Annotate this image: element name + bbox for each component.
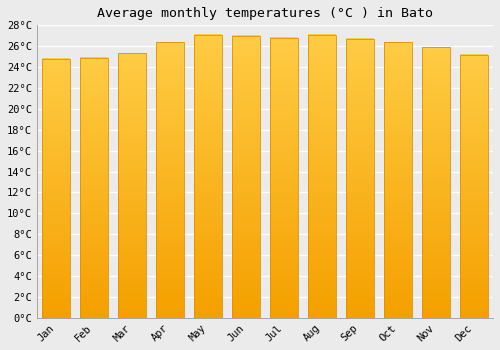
Bar [270, 38, 297, 318]
Bar [156, 42, 184, 318]
Bar [232, 36, 260, 318]
Bar [346, 39, 374, 318]
Bar [384, 42, 411, 318]
Bar [308, 35, 336, 318]
Bar [422, 47, 450, 318]
Bar [194, 35, 222, 318]
Bar [460, 55, 487, 318]
Bar [42, 59, 70, 318]
Title: Average monthly temperatures (°C ) in Bato: Average monthly temperatures (°C ) in Ba… [97, 7, 433, 20]
Bar [118, 54, 146, 318]
Bar [80, 58, 108, 318]
